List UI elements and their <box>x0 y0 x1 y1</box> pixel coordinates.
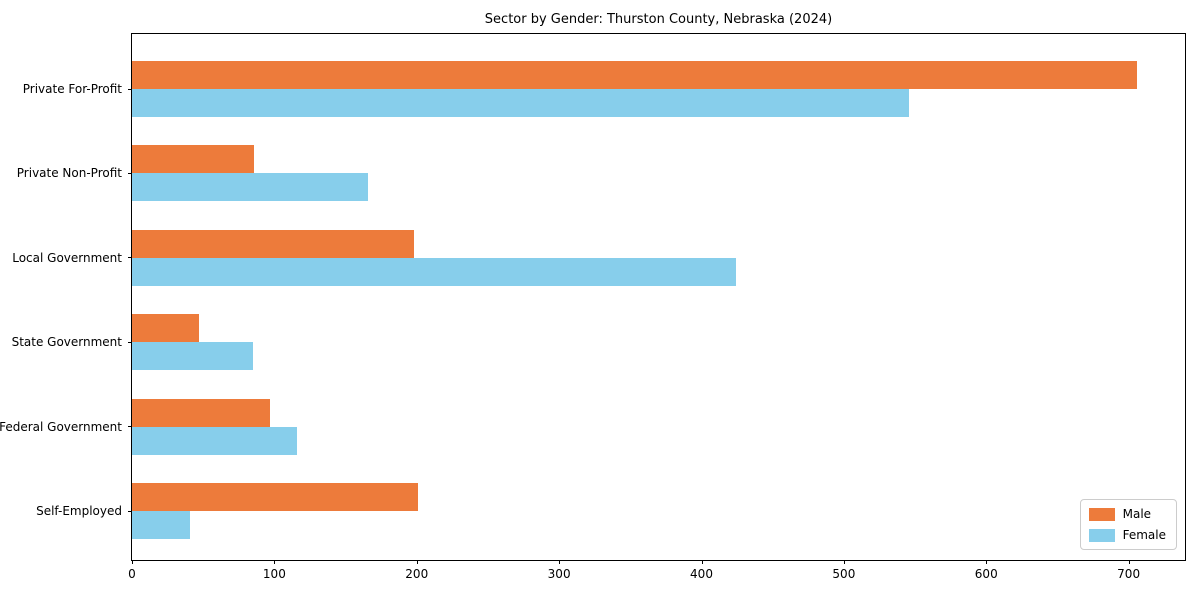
bar-female-federal-government <box>132 426 297 455</box>
bar-female-self-employed <box>132 511 190 539</box>
x-tick-mark <box>132 560 133 564</box>
x-tick-label-600: 600 <box>974 567 998 581</box>
legend-swatch-male <box>1088 507 1115 521</box>
legend-item-female: Female <box>1088 528 1166 542</box>
x-tick-mark <box>416 560 418 564</box>
bar-male-private-non-profit <box>132 145 254 174</box>
x-tick-mark <box>701 560 703 564</box>
y-tick-mark <box>128 510 132 512</box>
y-tick-mark <box>128 341 132 343</box>
y-tick-label-private-for-profit: Private For-Profit <box>22 82 122 96</box>
x-tick-label-0: 0 <box>128 567 136 581</box>
legend: Male Female <box>1079 499 1177 550</box>
y-tick-label-self-employed: Self-Employed <box>36 504 122 518</box>
y-tick-mark <box>128 426 132 428</box>
x-tick-mark <box>1128 560 1130 564</box>
x-tick-label-400: 400 <box>690 567 713 581</box>
legend-item-male: Male <box>1088 507 1166 521</box>
bar-female-local-government <box>132 257 736 286</box>
y-tick-mark <box>128 88 132 90</box>
legend-label-female: Female <box>1122 528 1166 542</box>
y-tick-label-federal-government: Federal Government <box>0 419 122 434</box>
bar-male-local-government <box>132 229 414 258</box>
y-tick-mark <box>128 172 132 174</box>
bar-male-self-employed <box>132 483 418 511</box>
y-tick-label-local-government: Local Government <box>12 250 122 265</box>
bar-male-private-for-profit <box>132 61 1137 89</box>
plot-area: Male Female Private For-Profit Private Non… <box>0 33 1186 581</box>
x-tick-label-300: 300 <box>547 567 571 581</box>
legend-label-male: Male <box>1122 507 1152 521</box>
x-tick-label-200: 200 <box>405 567 429 581</box>
y-tick-mark <box>128 257 132 259</box>
x-tick-mark <box>559 560 561 564</box>
y-tick-label-private-non-profit: Private Non-Profit <box>16 166 122 181</box>
x-tick-label-100: 100 <box>262 567 286 581</box>
x-tick-mark <box>986 560 988 564</box>
bar-female-private-for-profit <box>132 89 909 117</box>
bar-male-state-government <box>132 314 199 343</box>
chart-title: Sector by Gender: Thurston County, Nebra… <box>484 12 833 27</box>
y-tick-label-state-government: State Government <box>11 335 122 350</box>
x-tick-label-500: 500 <box>832 567 856 581</box>
x-tick-mark <box>843 560 845 564</box>
bar-female-state-government <box>132 342 253 371</box>
legend-swatch-female <box>1088 528 1115 542</box>
x-tick-label-700: 700 <box>1117 567 1141 581</box>
bar-male-federal-government <box>132 398 270 427</box>
bar-female-private-non-profit <box>132 173 368 202</box>
x-tick-mark <box>274 560 276 564</box>
